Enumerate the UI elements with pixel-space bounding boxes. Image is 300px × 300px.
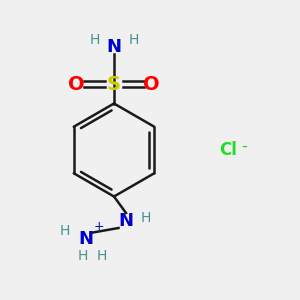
Text: -: -	[242, 136, 248, 154]
Text: O: O	[143, 74, 160, 94]
Text: Cl: Cl	[219, 141, 237, 159]
Text: H: H	[140, 211, 151, 224]
Text: S: S	[107, 74, 121, 94]
Text: N: N	[78, 230, 93, 247]
Text: H: H	[128, 34, 139, 47]
Text: N: N	[106, 38, 122, 56]
Text: H: H	[97, 250, 107, 263]
Text: H: H	[77, 250, 88, 263]
Text: O: O	[68, 74, 85, 94]
Text: N: N	[118, 212, 134, 230]
Text: H: H	[89, 34, 100, 47]
Text: H: H	[59, 224, 70, 238]
Text: +: +	[94, 220, 104, 233]
